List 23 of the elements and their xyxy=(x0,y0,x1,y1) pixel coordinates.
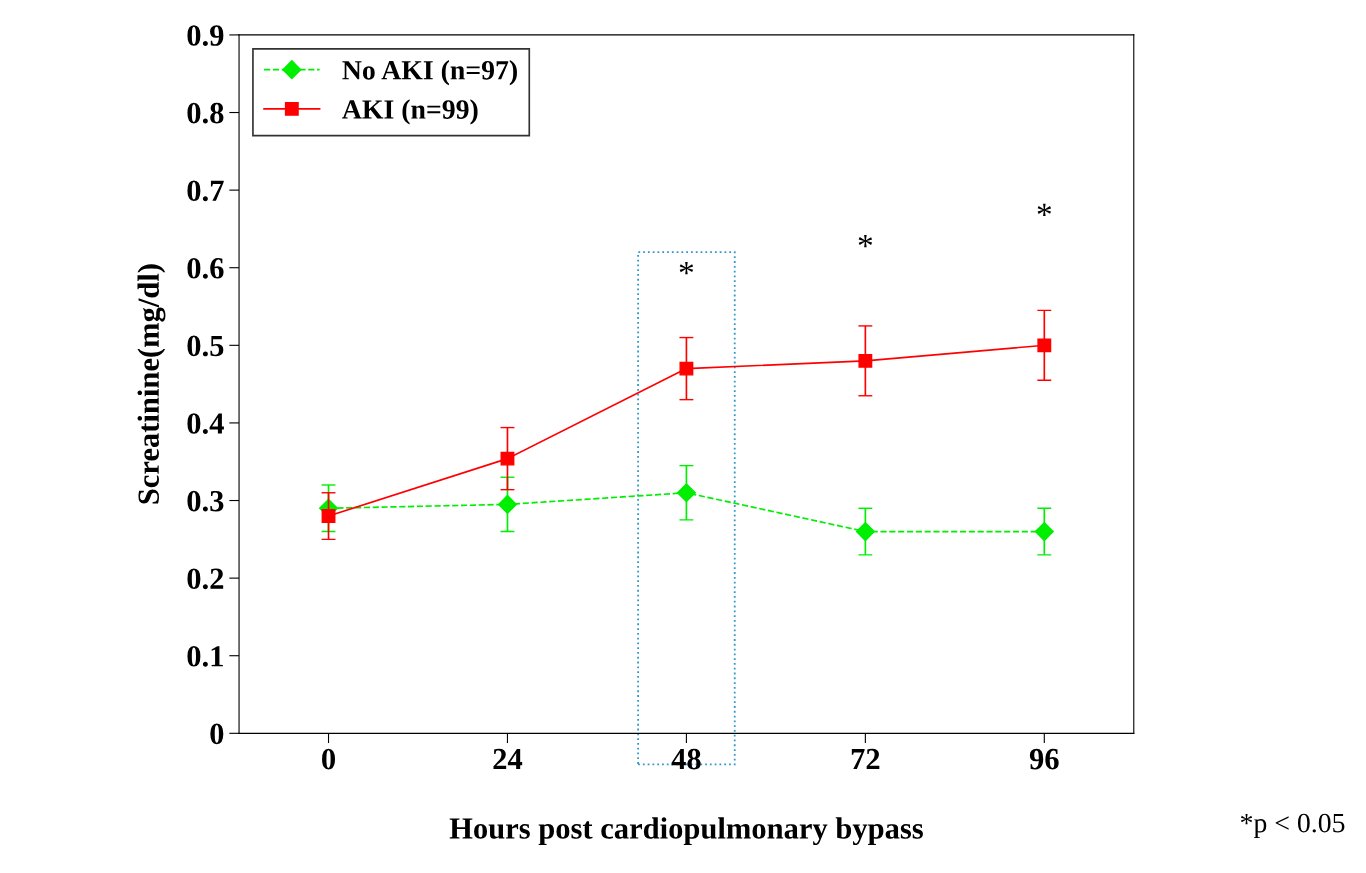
annotation: * xyxy=(1037,203,1052,217)
legend-label: No AKI (n=97) xyxy=(342,60,517,86)
x-tick-label: 24 xyxy=(493,748,523,770)
y-tick-label: 0.1 xyxy=(187,646,223,667)
annotation: * xyxy=(679,262,694,275)
y-tick-label: 0 xyxy=(210,723,224,745)
y-tick-label: 0.6 xyxy=(187,258,224,279)
y-tick-label: 0.8 xyxy=(187,102,224,124)
annotation: * xyxy=(858,234,873,248)
y-tick-label: 0.2 xyxy=(187,568,224,590)
x-tick-label: 72 xyxy=(851,748,880,770)
y-tick-label: 0.7 xyxy=(187,180,224,202)
x-tick-label: 0 xyxy=(322,748,335,770)
y-tick-label: 0.9 xyxy=(187,25,224,46)
x-axis-title: Hours post cardiopulmonary bypass xyxy=(449,817,923,846)
legend-label: AKI (n=99) xyxy=(342,99,478,125)
text: *p < 0.05 xyxy=(1240,813,1345,839)
x-tick-label: 96 xyxy=(1029,748,1059,770)
y-axis-title: Screatinine(mg/dl) xyxy=(137,264,166,504)
y-tick-label: 0.3 xyxy=(187,490,224,512)
y-tick-label: 0.5 xyxy=(187,335,224,357)
x-tick-label: 48 xyxy=(671,748,701,770)
y-tick-label: 0.4 xyxy=(187,413,224,434)
